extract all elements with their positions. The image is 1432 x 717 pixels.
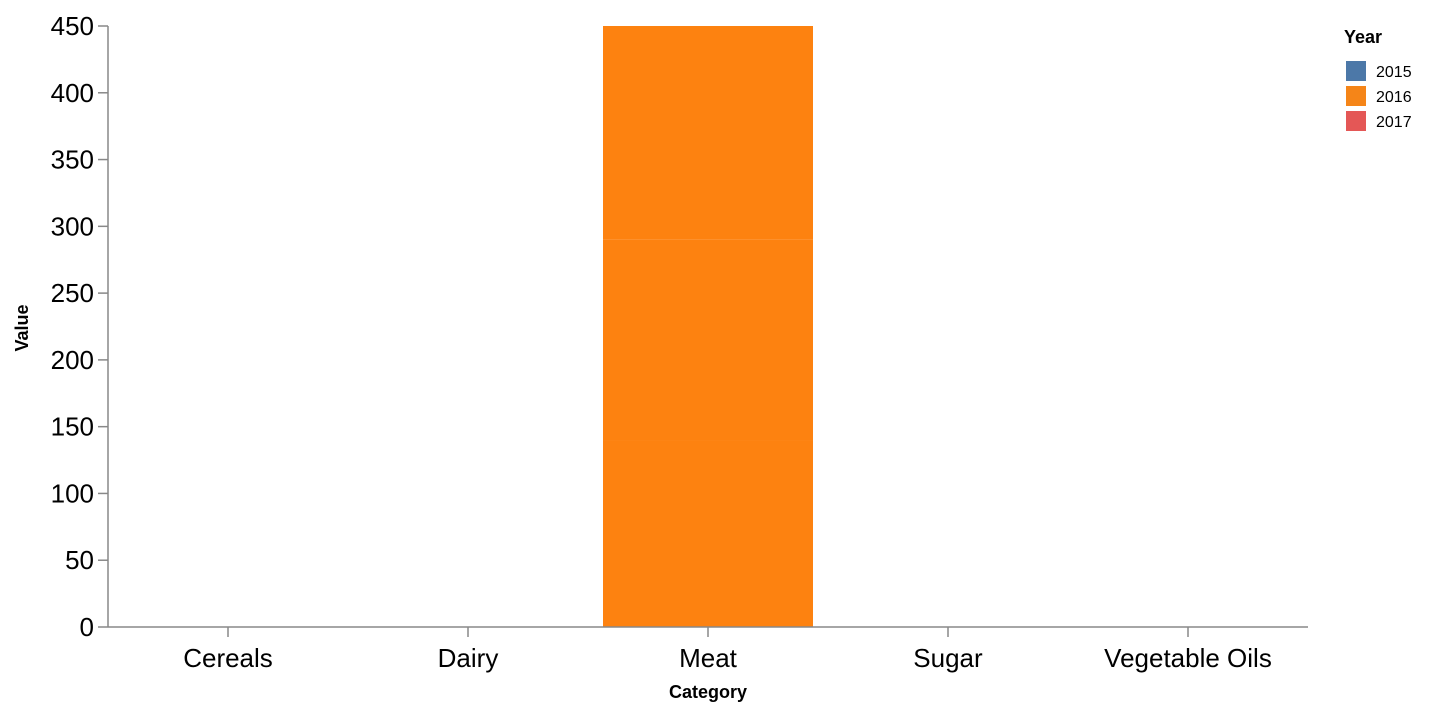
legend-swatch-2017 — [1346, 111, 1366, 131]
y-tick-label: 200 — [51, 345, 94, 375]
bar-meat-2017 — [603, 26, 813, 240]
x-tick-label-cereals: Cereals — [183, 643, 273, 673]
y-tick-label: 150 — [51, 412, 94, 442]
bar-meat-2016 — [603, 240, 813, 440]
legend-label-2015: 2015 — [1376, 64, 1412, 81]
legend-swatch-2016 — [1346, 86, 1366, 106]
x-tick-label-sugar: Sugar — [913, 643, 983, 673]
x-tick-label-vegetable-oils: Vegetable Oils — [1104, 643, 1272, 673]
y-axis: 0 50 100 150 200 250 300 350 400 450 — [51, 11, 108, 642]
x-tick-label-meat: Meat — [679, 643, 738, 673]
legend-label-2017: 2017 — [1376, 114, 1412, 131]
bars-group — [603, 26, 813, 627]
bar-meat-2015 — [603, 440, 813, 627]
y-tick-label: 450 — [51, 11, 94, 41]
y-tick-label: 50 — [65, 545, 94, 575]
y-tick-label: 300 — [51, 211, 94, 241]
y-tick-label: 350 — [51, 145, 94, 175]
x-tick-label-dairy: Dairy — [438, 643, 499, 673]
legend: Year 2015 2016 2017 — [1344, 27, 1412, 131]
legend-swatch-2015 — [1346, 61, 1366, 81]
legend-label-2016: 2016 — [1376, 89, 1412, 106]
y-tick-label: 100 — [51, 478, 94, 508]
y-axis-title: Value — [12, 304, 32, 351]
y-tick-label: 250 — [51, 278, 94, 308]
x-axis: Cereals Dairy Meat Sugar Vegetable Oils — [108, 627, 1308, 673]
y-tick-label: 0 — [80, 612, 94, 642]
x-axis-title: Category — [669, 682, 747, 702]
legend-title: Year — [1344, 27, 1382, 47]
y-tick-label: 400 — [51, 78, 94, 108]
